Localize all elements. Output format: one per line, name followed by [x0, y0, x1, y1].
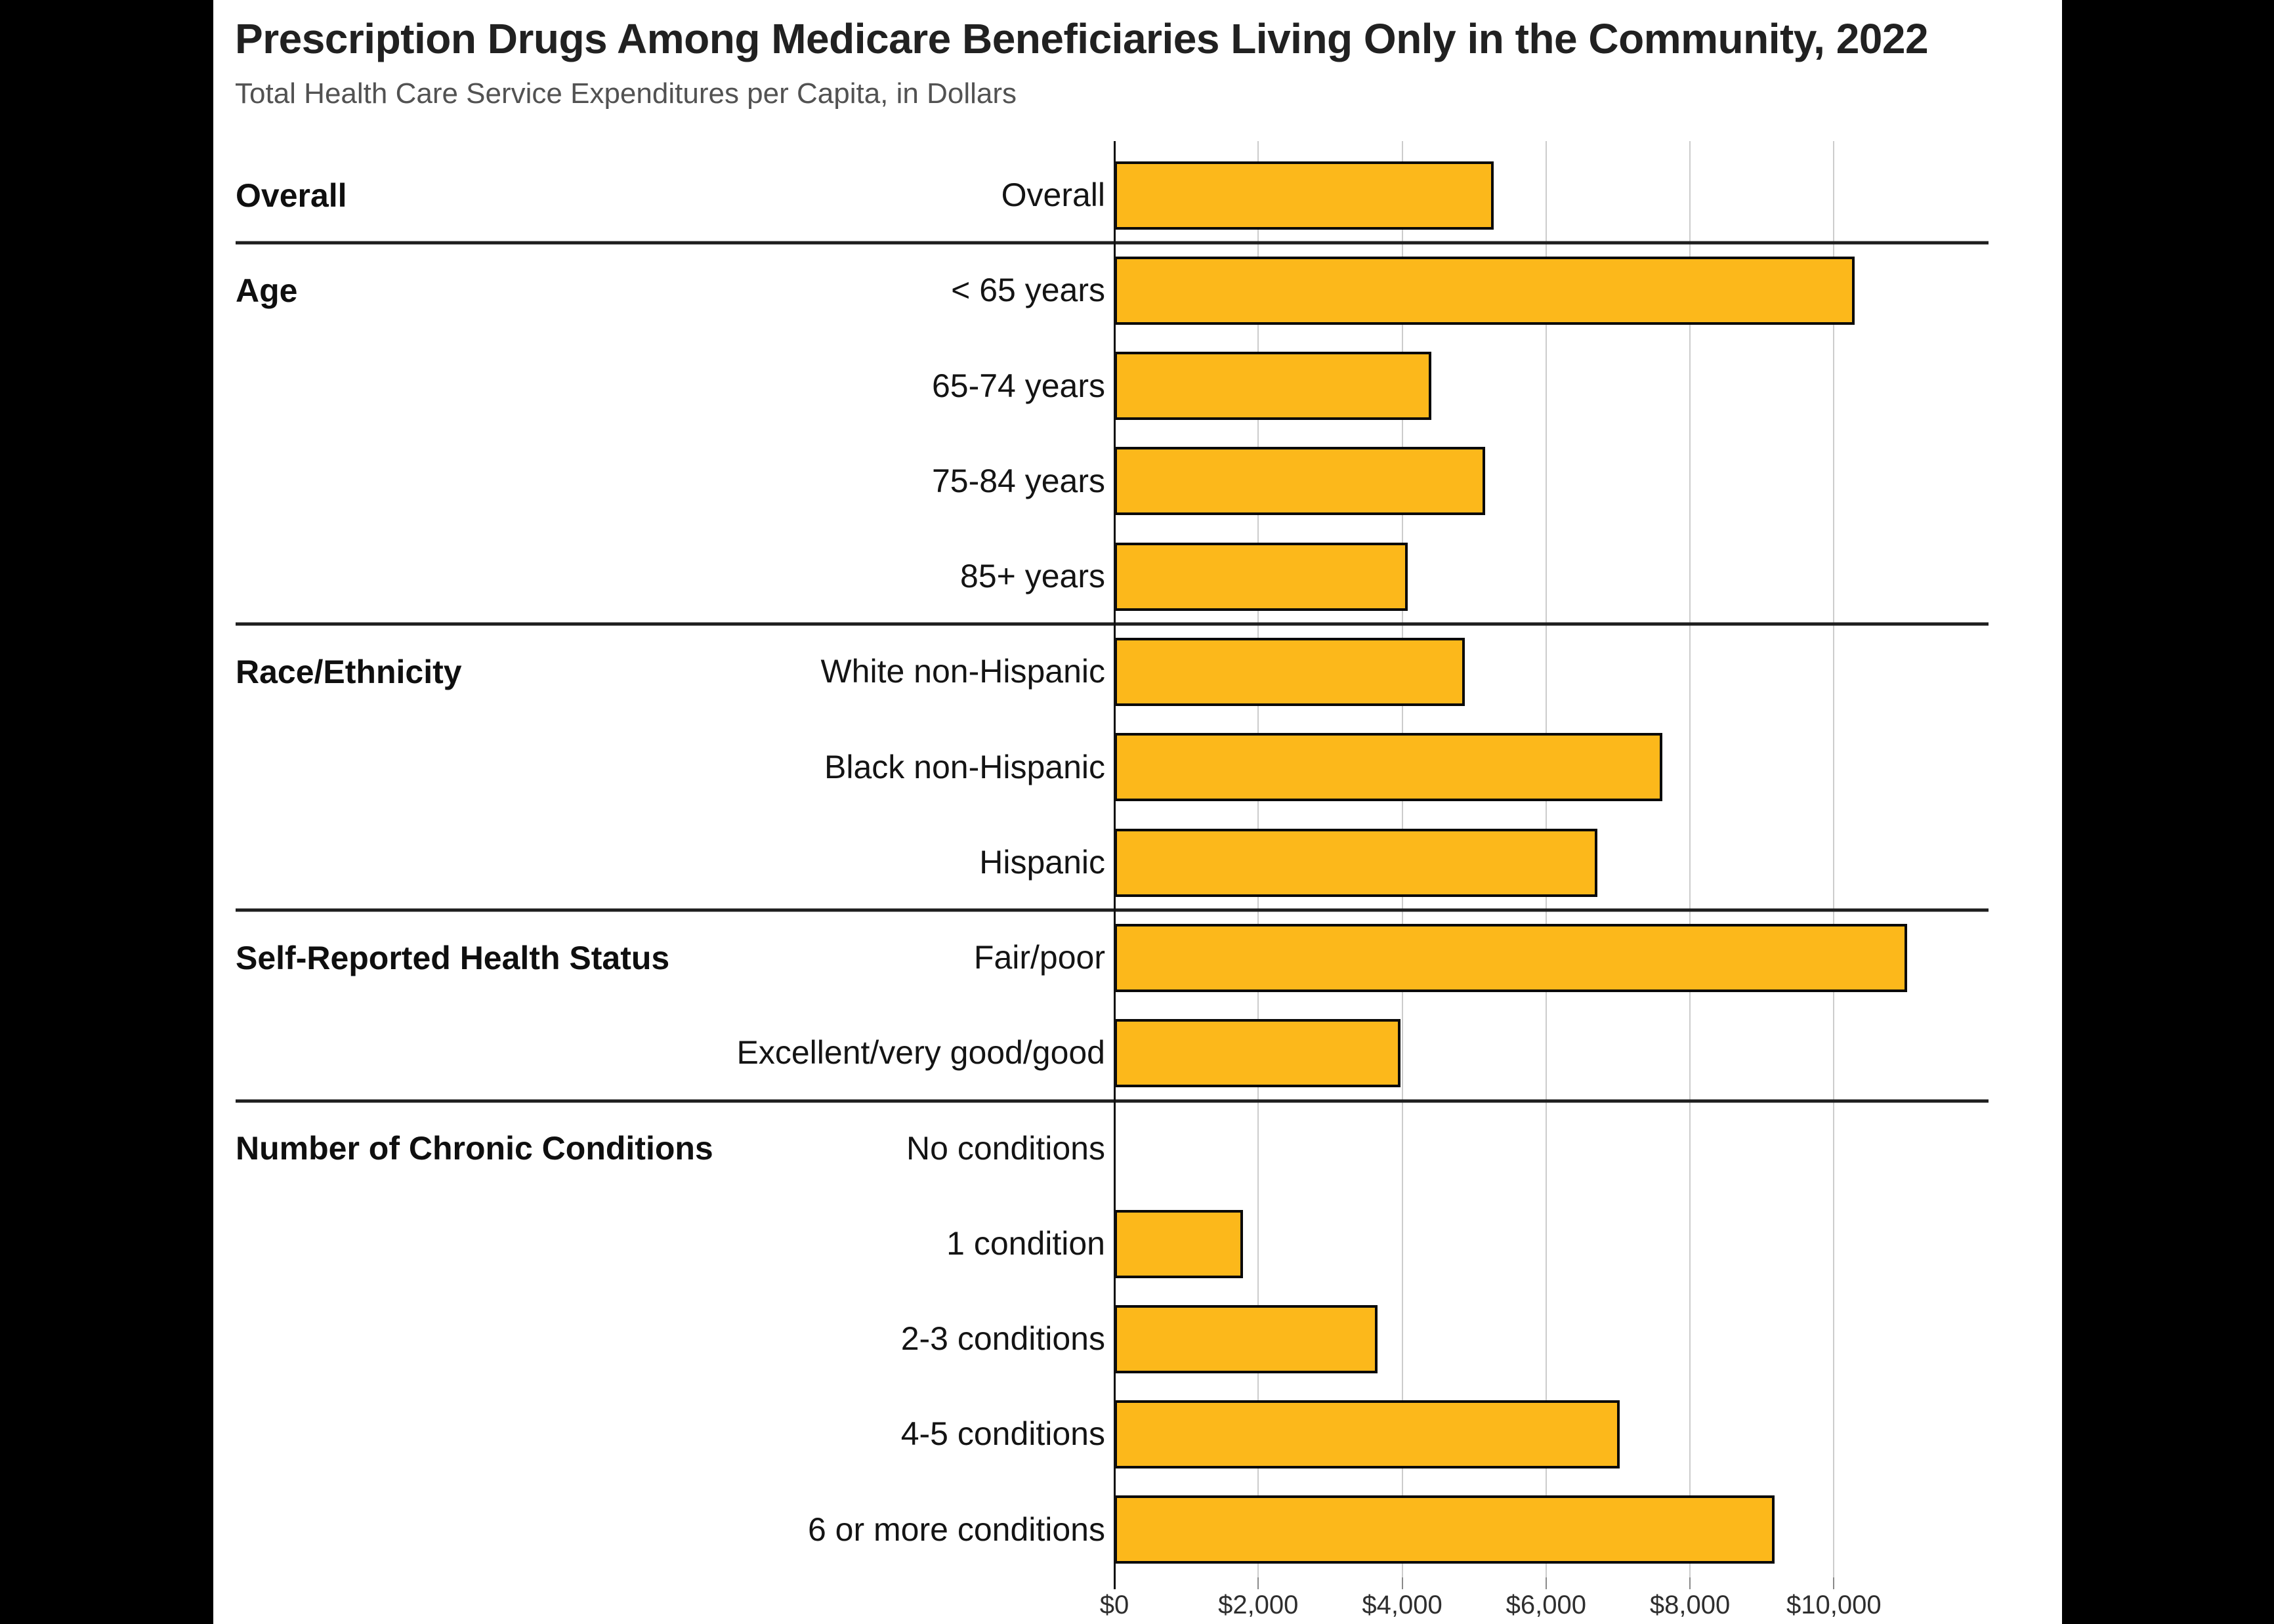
- row-label: Overall: [1001, 177, 1105, 213]
- axis-tick: [1401, 1577, 1403, 1589]
- section-label: Number of Chronic Conditions: [236, 1130, 713, 1167]
- row-label: Black non-Hispanic: [824, 748, 1105, 785]
- row-label: 75-84 years: [931, 462, 1105, 499]
- gridline: [1689, 141, 1691, 1577]
- row-label: 6 or more conditions: [807, 1510, 1105, 1548]
- row-label: 1 condition: [946, 1224, 1105, 1262]
- bar: [1114, 1209, 1243, 1278]
- bar: [1114, 447, 1485, 516]
- bar: [1114, 733, 1662, 802]
- bar: [1114, 1400, 1620, 1469]
- axis-tick-label: $10,000: [1786, 1591, 1882, 1619]
- gridline: [1833, 141, 1835, 1577]
- axis-tick: [1833, 1577, 1835, 1589]
- row-label: White non-Hispanic: [820, 653, 1105, 690]
- chart-card: Prescription Drugs Among Medicare Benefi…: [213, 0, 2062, 1624]
- row-label: 65-74 years: [931, 367, 1105, 404]
- section-label: Age: [236, 272, 298, 309]
- bar: [1114, 1019, 1400, 1088]
- plot-area: Overall < 65 years 65-74 years 75-84 years 8…: [213, 0, 2062, 1624]
- y-axis-line: [1114, 141, 1116, 1589]
- chart-subtitle: Total Health Care Service Expenditures p…: [235, 77, 1017, 110]
- bar: [1114, 256, 1855, 325]
- bar: [1114, 637, 1465, 706]
- bar: [1114, 542, 1408, 611]
- row-label: 4-5 conditions: [900, 1415, 1105, 1453]
- row-label: 2-3 conditions: [900, 1320, 1105, 1358]
- section-divider: [236, 241, 1989, 245]
- axis-tick: [1545, 1577, 1547, 1589]
- bar: [1114, 352, 1431, 421]
- chart-title: Prescription Drugs Among Medicare Benefi…: [235, 15, 1929, 62]
- axis-tick-label: $0: [1099, 1591, 1129, 1619]
- section-label: Self-Reported Health Status: [236, 939, 670, 976]
- bar: [1114, 923, 1907, 992]
- bar: [1114, 828, 1597, 897]
- row-label: Fair/poor: [973, 939, 1105, 976]
- row-label: < 65 years: [951, 272, 1105, 309]
- section-divider: [236, 1099, 1989, 1103]
- axis-tick: [1257, 1577, 1259, 1589]
- axis-tick-label: $2,000: [1218, 1591, 1299, 1619]
- bar: [1114, 1495, 1775, 1564]
- section-divider: [236, 908, 1989, 912]
- bar: [1114, 1304, 1378, 1373]
- section-divider: [236, 622, 1989, 626]
- row-label: Excellent/very good/good: [736, 1034, 1105, 1072]
- axis-tick-label: $6,000: [1505, 1591, 1586, 1619]
- section-label: Overall: [236, 177, 347, 214]
- axis-tick-label: $8,000: [1649, 1591, 1731, 1619]
- axis-tick-label: $4,000: [1362, 1591, 1442, 1619]
- axis-tick: [1689, 1577, 1691, 1589]
- bar: [1114, 161, 1494, 230]
- row-label: Hispanic: [979, 843, 1105, 881]
- row-label: 85+ years: [960, 558, 1105, 595]
- row-label: No conditions: [906, 1129, 1105, 1167]
- section-label: Race/Ethnicity: [236, 653, 462, 690]
